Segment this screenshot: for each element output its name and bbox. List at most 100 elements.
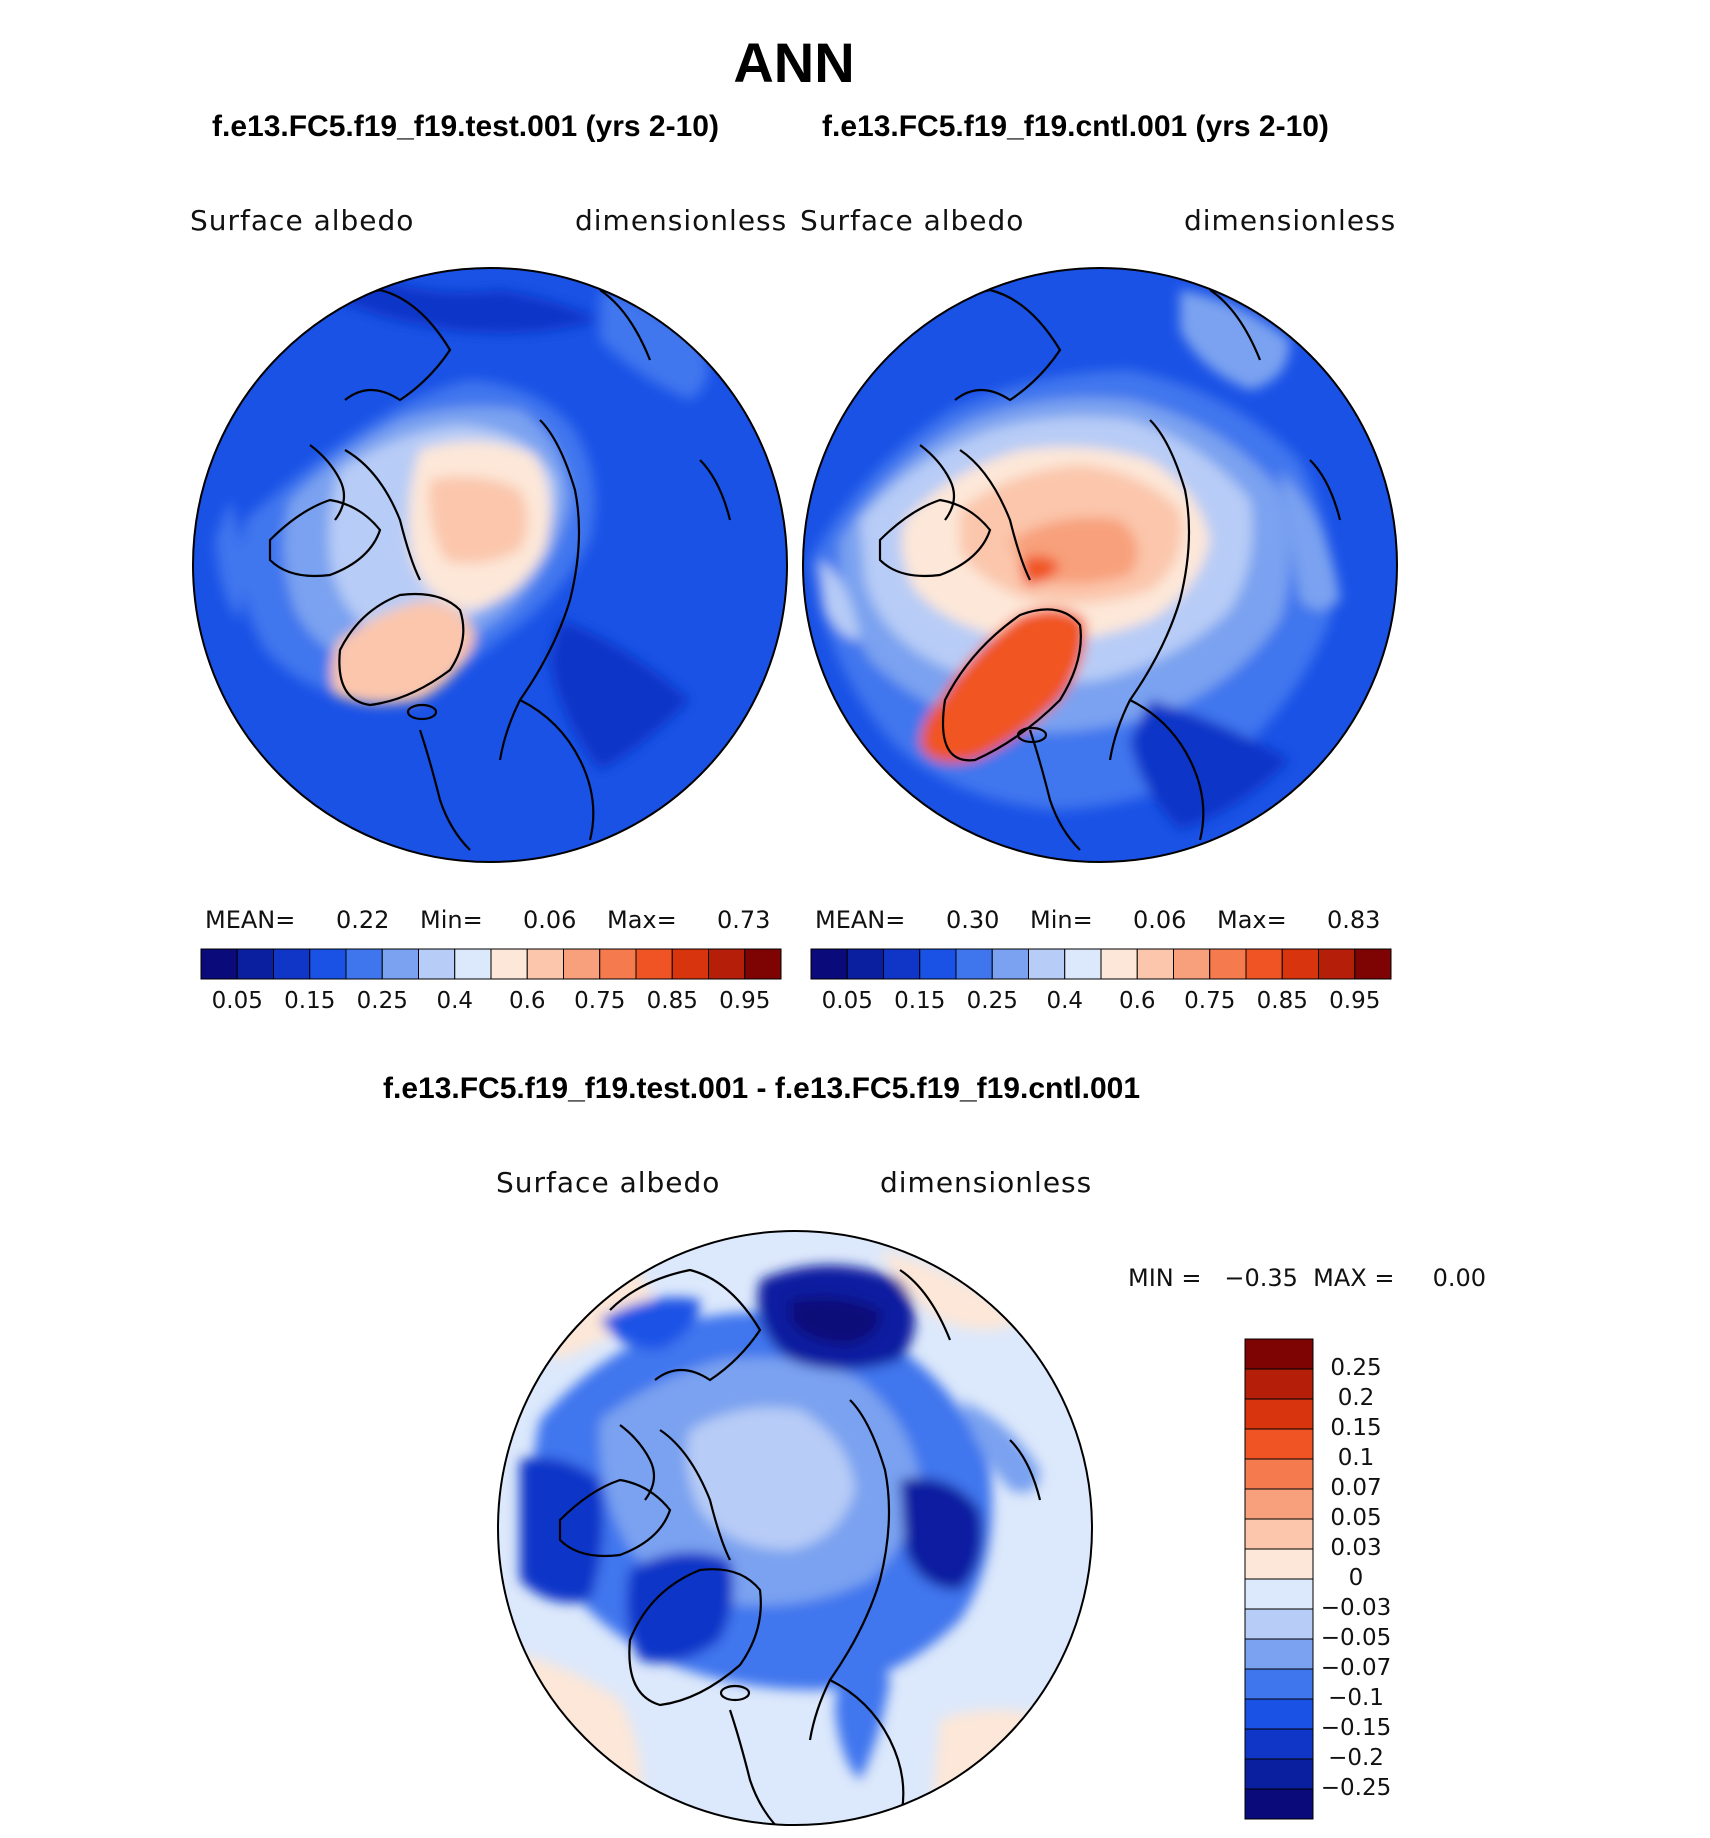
- colorbar-swatch: [1244, 1518, 1314, 1550]
- colorbar-tick-label: 0.05: [211, 988, 263, 1014]
- colorbar-swatch: [1244, 1548, 1314, 1580]
- colorbar-tick-label: 0.15: [894, 988, 946, 1014]
- panel3-units-label: dimensionless: [880, 1166, 1093, 1199]
- colorbar-swatch: [200, 948, 238, 980]
- colorbar-tick-label: 0.05: [1330, 1505, 1382, 1531]
- colorbar-tick-label: 0.6: [508, 988, 546, 1014]
- map3-coastlines: [558, 1268, 1042, 1825]
- colorbar-swatch: [1173, 948, 1211, 980]
- colorbar-swatch: [1100, 948, 1138, 980]
- difference-albedo-map: [498, 1231, 1092, 1825]
- map2-border: [802, 267, 1398, 863]
- colorbar-ticks-row: 0.05 0.15 0.25 0.4 0.6 0.75 0.85 0.95 0.05 0.15 0.…: [0, 988, 1710, 1018]
- colorbar-swatch: [708, 948, 746, 980]
- colorbar-swatch: [1245, 948, 1283, 980]
- colorbar-tick-label: −0.07: [1320, 1655, 1392, 1681]
- panel2-mean-label: MEAN=: [815, 906, 906, 934]
- map3-contour-fields: [500, 1250, 1090, 1825]
- colorbar-swatch: [919, 948, 957, 980]
- colorbar-swatch: [1244, 1368, 1314, 1400]
- colorbar-tick-label: 0.4: [1046, 988, 1084, 1014]
- panel1-min-value: 0.06: [523, 906, 577, 934]
- colorbar-swatch: [1244, 1398, 1314, 1430]
- colorbar-swatch: [1244, 1578, 1314, 1610]
- colorbar-swatch: [1209, 948, 1247, 980]
- colorbar-swatch: [526, 948, 564, 980]
- figure-title: ANN: [733, 31, 855, 94]
- colorbar-swatch: [955, 948, 993, 980]
- colorbar-swatch: [635, 948, 673, 980]
- colorbar-tick-label: 0.95: [719, 988, 771, 1014]
- colorbar-tick-label: −0.15: [1320, 1715, 1392, 1741]
- colorbar-swatch: [345, 948, 383, 980]
- colorbar-swatch: [490, 948, 528, 980]
- panel1-max-value: 0.73: [717, 906, 771, 934]
- colorbar-tick-label: 0.85: [1256, 988, 1308, 1014]
- colorbar-swatch: [1281, 948, 1319, 980]
- panel2-max-label: Max=: [1217, 906, 1287, 934]
- map2-contour-fields: [810, 290, 1340, 830]
- colorbar-swatch: [1244, 1728, 1314, 1760]
- colorbar-swatch: [236, 948, 274, 980]
- colorbar-tick-label: 0.15: [284, 988, 336, 1014]
- colorbar-swatch: [273, 948, 311, 980]
- panel2-units-label: dimensionless: [1184, 204, 1397, 237]
- colorbar-swatch: [1354, 948, 1392, 980]
- colorbar-tick-label: 0.07: [1330, 1475, 1382, 1501]
- panel1-max-label: Max=: [607, 906, 677, 934]
- colorbar-swatch: [1244, 1338, 1314, 1370]
- colorbar-tick-label: −0.25: [1320, 1775, 1392, 1801]
- colorbar-swatch: [1244, 1758, 1314, 1790]
- control-case-title: f.e13.FC5.f19_f19.cntl.001 (yrs 2-10): [822, 110, 1329, 143]
- colorbar-swatch: [883, 948, 921, 980]
- test-albedo-map: [193, 268, 787, 862]
- colorbar-swatch: [599, 948, 637, 980]
- colorbar-swatch: [1064, 948, 1102, 980]
- panel3-variable-label: Surface albedo: [496, 1166, 721, 1199]
- panel2-mean-value: 0.30: [946, 906, 1000, 934]
- colorbar-tick-label: 0.95: [1329, 988, 1381, 1014]
- colorbar-tick-label: −0.03: [1320, 1595, 1392, 1621]
- difference-case-title: f.e13.FC5.f19_f19.test.001 - f.e13.FC5.f…: [383, 1072, 1141, 1105]
- colorbar-swatch: [418, 948, 456, 980]
- panel1-units-label: dimensionless: [575, 204, 788, 237]
- colorbar-swatch: [991, 948, 1029, 980]
- colorbar-tick-label: 0.2: [1337, 1385, 1375, 1411]
- colorbar-tick-label: −0.1: [1328, 1685, 1384, 1711]
- map1-coastlines: [268, 288, 732, 851]
- colorbar-swatch: [1244, 1488, 1314, 1520]
- colorbar-tick-label: 0.05: [821, 988, 873, 1014]
- colorbar-swatch: [671, 948, 709, 980]
- panel1-min-label: Min=: [420, 906, 483, 934]
- colorbar-swatch: [1244, 1458, 1314, 1490]
- colorbar-swatch: [1136, 948, 1174, 980]
- colorbar-swatch: [846, 948, 884, 980]
- panel1-mean-value: 0.22: [336, 906, 390, 934]
- colorbar-tick-label: 0.25: [356, 988, 408, 1014]
- panel1-variable-label: Surface albedo: [190, 204, 415, 237]
- colorbar-swatch: [309, 948, 347, 980]
- colorbar-tick-label: 0: [1348, 1565, 1364, 1591]
- colorbar-tick-label: 0.85: [646, 988, 698, 1014]
- colorbar-swatch: [1244, 1638, 1314, 1670]
- panel2-min-value: 0.06: [1133, 906, 1187, 934]
- colorbar-tick-label: 0.25: [966, 988, 1018, 1014]
- colorbar-swatch: [381, 948, 419, 980]
- map2-coastlines: [878, 288, 1342, 851]
- colorbar-swatch: [1244, 1668, 1314, 1700]
- colorbar-tick-label: −0.2: [1328, 1745, 1384, 1771]
- map3-border: [497, 1230, 1093, 1826]
- colorbar-tick-label: 0.4: [436, 988, 474, 1014]
- colorbar-swatch: [810, 948, 848, 980]
- test-case-title: f.e13.FC5.f19_f19.test.001 (yrs 2-10): [212, 110, 719, 143]
- colorbar-tick-label: 0.75: [574, 988, 626, 1014]
- map1-contour-fields: [215, 270, 708, 770]
- panel2-max-value: 0.83: [1327, 906, 1381, 934]
- colorbar-swatch: [1244, 1788, 1314, 1820]
- colorbar-swatch: [1244, 1698, 1314, 1730]
- panel1-mean-label: MEAN=: [205, 906, 296, 934]
- difference-colorbar-ticks: 0.25 0.2 0.15 0.1 0.07 0.05 0.03 0 −0.03 −0.05 −0.…: [1316, 1338, 1466, 1822]
- colorbar-tick-label: −0.05: [1320, 1625, 1392, 1651]
- colorbar-tick-label: 0.75: [1184, 988, 1236, 1014]
